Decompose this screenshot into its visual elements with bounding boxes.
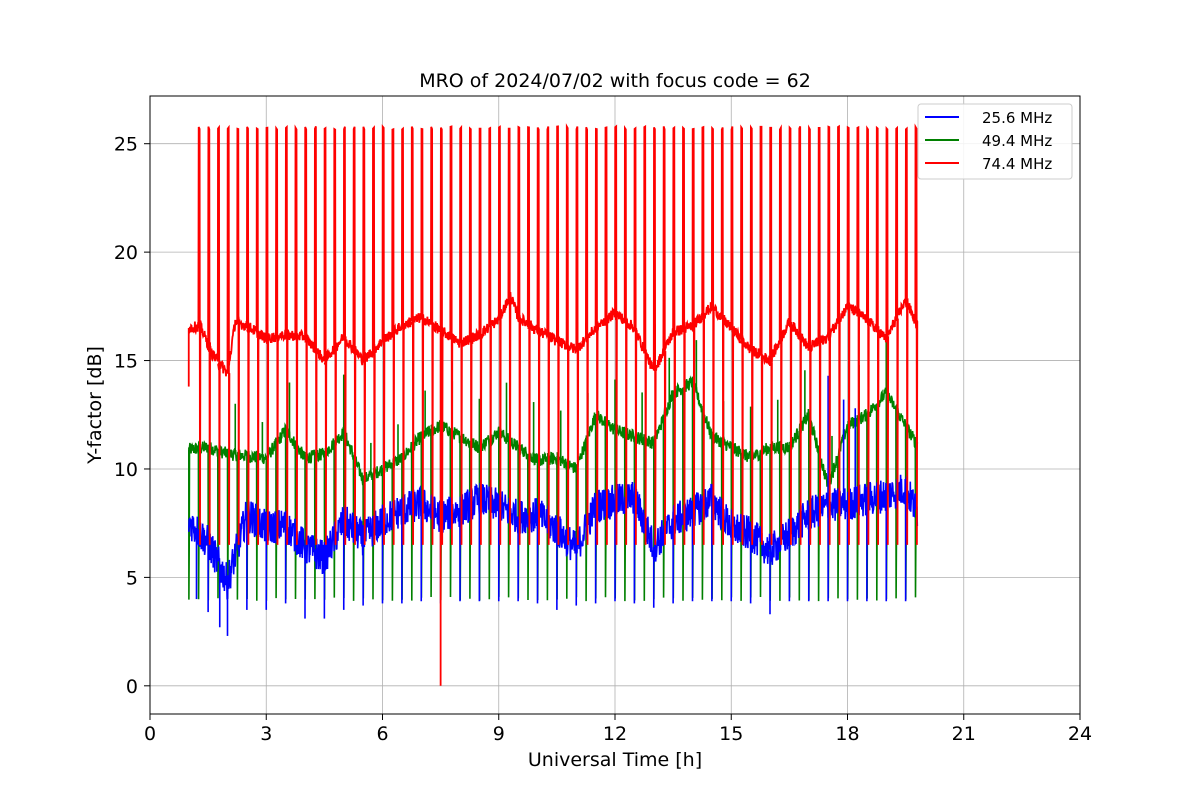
- legend-box: [917, 103, 1073, 180]
- x-axis-label: Universal Time [h]: [528, 749, 702, 771]
- series-line-74-4: [187, 123, 919, 545]
- y-tick-label: 15: [114, 351, 138, 373]
- x-tick-label: 3: [260, 723, 272, 745]
- y-tick-label: 25: [114, 134, 138, 156]
- x-tick-label: 21: [952, 723, 976, 745]
- legend-label-74-4: 74.4 MHz: [982, 155, 1052, 173]
- y-tick-label: 20: [114, 242, 138, 264]
- series-line-49-4: [188, 375, 919, 602]
- x-tick-label: 6: [376, 723, 388, 745]
- y-tick-label: 0: [126, 676, 138, 698]
- legend-label-25-6: 25.6 MHz: [982, 109, 1052, 127]
- chart-title: MRO of 2024/07/02 with focus code = 62: [419, 70, 811, 92]
- x-axis: 0 3 6 9 12 15 18 21 24: [144, 714, 1092, 745]
- x-tick-label: 9: [493, 723, 505, 745]
- y-axis: 0 5 10 15 20 25: [114, 134, 150, 698]
- series-line-25-6: [188, 474, 919, 600]
- legend: 25.6 MHz 49.4 MHz 74.4 MHz: [917, 103, 1073, 180]
- y-axis-label: Y-factor [dB]: [84, 346, 106, 465]
- y-tick-label: 10: [114, 459, 138, 481]
- legend-label-49-4: 49.4 MHz: [982, 132, 1052, 150]
- x-tick-label: 15: [719, 723, 743, 745]
- x-tick-label: 18: [835, 723, 859, 745]
- x-tick-label: 24: [1068, 723, 1092, 745]
- y-tick-label: 5: [126, 567, 138, 589]
- x-tick-label: 12: [603, 723, 627, 745]
- x-tick-label: 0: [144, 723, 156, 745]
- plot-area: [187, 123, 919, 686]
